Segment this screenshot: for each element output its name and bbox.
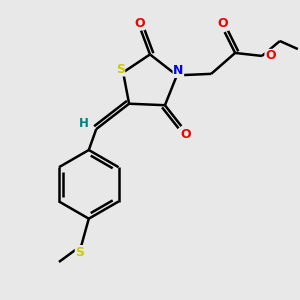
Text: S: S [75,246,84,259]
Text: S: S [116,63,124,76]
Text: O: O [134,16,145,30]
Text: O: O [181,128,191,141]
Text: O: O [265,50,276,62]
Text: N: N [173,64,184,77]
Text: H: H [79,117,88,130]
Text: O: O [218,17,229,30]
